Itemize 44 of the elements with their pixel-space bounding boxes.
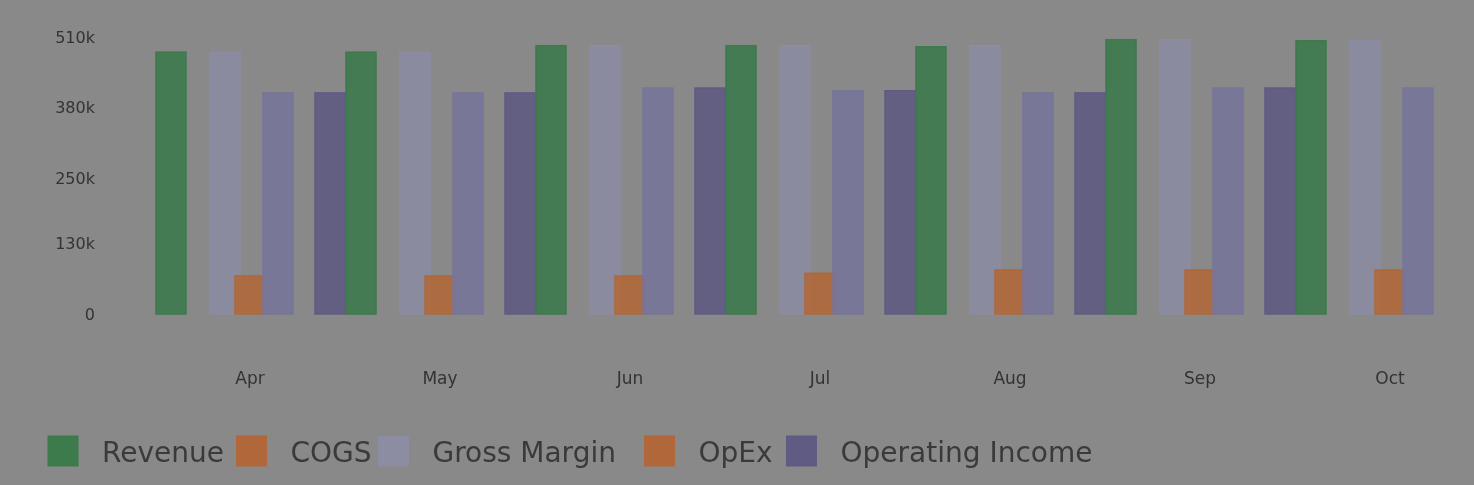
bar bbox=[314, 92, 346, 315]
y-tick-label: 250k bbox=[55, 168, 96, 188]
x-tick-label: Sep bbox=[1183, 368, 1217, 388]
bar bbox=[915, 46, 947, 315]
x-tick-label: Jul bbox=[808, 368, 831, 388]
bar bbox=[969, 44, 1001, 315]
bar bbox=[1295, 40, 1327, 315]
bar bbox=[262, 92, 294, 315]
bar bbox=[1074, 92, 1106, 315]
x-tick-label: Aug bbox=[993, 368, 1027, 388]
legend-label: Gross Margin bbox=[432, 435, 616, 469]
bar bbox=[779, 44, 811, 315]
bar bbox=[452, 92, 484, 315]
bar bbox=[504, 92, 536, 315]
x-tick-label: May bbox=[422, 368, 458, 388]
bar bbox=[155, 51, 187, 315]
bar bbox=[535, 44, 567, 315]
bar bbox=[1159, 38, 1191, 315]
y-tick-label: 0 bbox=[84, 304, 95, 324]
bar bbox=[589, 44, 621, 315]
bar bbox=[884, 90, 916, 315]
x-tick-label: Jun bbox=[615, 368, 644, 388]
legend-label: Operating Income bbox=[840, 435, 1093, 469]
x-tick-label: Apr bbox=[235, 368, 265, 388]
bar bbox=[209, 51, 241, 315]
legend-label: COGS bbox=[290, 435, 372, 469]
legend-label: Revenue bbox=[102, 435, 224, 469]
bar bbox=[1349, 40, 1381, 315]
legend-label: OpEx bbox=[698, 435, 773, 469]
y-tick-label: 510k bbox=[55, 27, 96, 47]
x-tick-label: Oct bbox=[1375, 368, 1406, 388]
bar bbox=[694, 87, 726, 315]
bar bbox=[1264, 87, 1296, 315]
bar bbox=[1022, 92, 1054, 315]
bar bbox=[1212, 87, 1244, 315]
bar bbox=[642, 87, 674, 315]
bar bbox=[1402, 87, 1434, 315]
bar bbox=[1105, 38, 1137, 315]
bar bbox=[725, 44, 757, 315]
bar bbox=[399, 51, 431, 315]
bar bbox=[832, 90, 864, 315]
y-tick-label: 130k bbox=[55, 233, 96, 253]
y-tick-label: 380k bbox=[55, 98, 96, 118]
bar bbox=[345, 51, 377, 315]
